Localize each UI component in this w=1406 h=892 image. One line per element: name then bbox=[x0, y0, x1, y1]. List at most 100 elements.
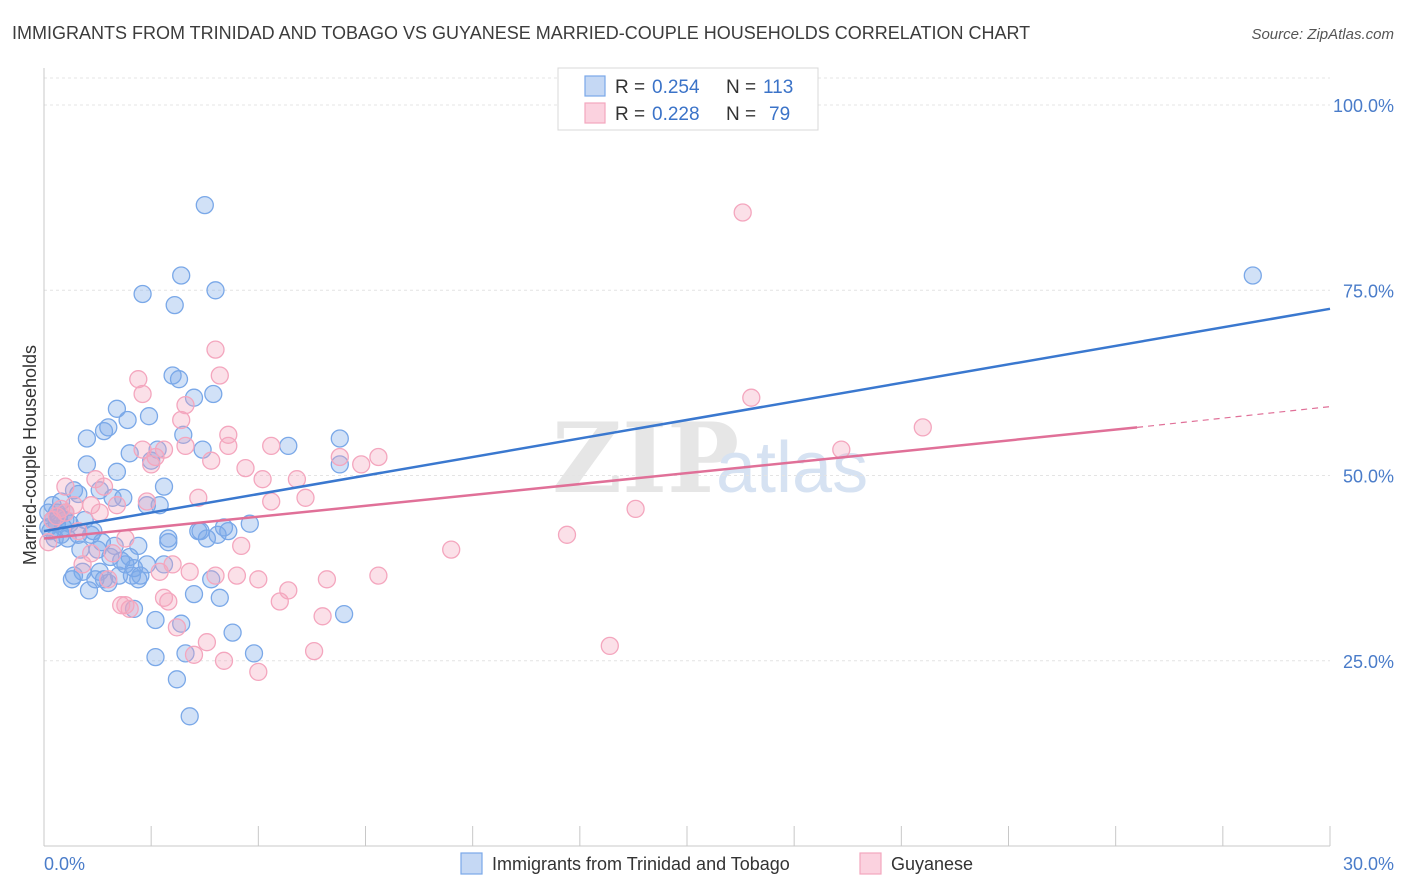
y-tick-label: 25.0% bbox=[1343, 652, 1394, 672]
watermark-zip: ZIP bbox=[552, 402, 739, 515]
point-guyanese bbox=[184, 645, 204, 664]
x-ticks bbox=[43, 826, 1331, 846]
point-trinidad-tobago bbox=[146, 610, 165, 630]
x-tick-label-min: 0.0% bbox=[44, 854, 85, 874]
point-guyanese bbox=[733, 203, 752, 222]
point-guyanese bbox=[167, 618, 187, 637]
point-trinidad-tobago bbox=[334, 604, 354, 624]
legend-r-value-1: 0.254 bbox=[652, 77, 700, 98]
point-guyanese bbox=[352, 455, 371, 474]
point-trinidad-tobago bbox=[167, 670, 187, 689]
x-tick-label-max: 30.0% bbox=[1343, 854, 1394, 874]
legend-n-value-2: 79 bbox=[769, 104, 790, 125]
point-guyanese bbox=[163, 555, 182, 574]
legend-r-label-2: R = bbox=[615, 104, 645, 125]
point-guyanese bbox=[279, 581, 298, 600]
point-trinidad-tobago bbox=[79, 581, 99, 600]
point-trinidad-tobago bbox=[109, 566, 129, 585]
point-guyanese bbox=[442, 540, 461, 559]
point-guyanese bbox=[120, 599, 139, 619]
legend-n-value-1: 113 bbox=[763, 77, 793, 98]
point-guyanese bbox=[262, 492, 281, 511]
point-guyanese bbox=[304, 641, 324, 661]
legend-swatch-pink bbox=[584, 102, 606, 124]
point-trinidad-tobago bbox=[208, 525, 227, 544]
point-trinidad-tobago bbox=[131, 566, 150, 585]
point-guyanese bbox=[330, 447, 349, 467]
point-guyanese bbox=[64, 496, 84, 515]
chart-title: IMMIGRANTS FROM TRINIDAD AND TOBAGO VS G… bbox=[12, 23, 1030, 43]
point-trinidad-tobago bbox=[154, 477, 174, 496]
point-guyanese bbox=[369, 447, 388, 467]
series-legend-swatch-2 bbox=[859, 852, 882, 875]
point-guyanese bbox=[99, 570, 118, 589]
series-legend-label-2: Guyanese bbox=[891, 854, 973, 874]
point-trinidad-tobago bbox=[133, 284, 152, 304]
point-guyanese bbox=[313, 607, 332, 626]
trend-line-guyanese bbox=[43, 426, 1138, 540]
point-guyanese bbox=[206, 566, 225, 585]
point-guyanese bbox=[214, 651, 234, 670]
point-trinidad-tobago bbox=[210, 588, 229, 607]
point-trinidad-tobago bbox=[223, 623, 242, 642]
point-trinidad-tobago bbox=[206, 281, 225, 300]
point-trinidad-tobago bbox=[107, 462, 127, 481]
point-trinidad-tobago bbox=[107, 399, 127, 418]
trend-line-trinidad-tobago bbox=[43, 307, 1331, 533]
point-trinidad-tobago bbox=[240, 514, 259, 533]
data-points bbox=[39, 195, 1262, 726]
point-guyanese bbox=[249, 662, 268, 682]
point-trinidad-tobago bbox=[197, 529, 217, 548]
point-guyanese bbox=[116, 529, 135, 548]
point-guyanese bbox=[176, 395, 195, 415]
point-guyanese bbox=[317, 570, 337, 589]
legend-n-label-2: N = bbox=[726, 104, 756, 125]
legend-r-label-1: R = bbox=[615, 77, 645, 98]
point-guyanese bbox=[172, 410, 191, 430]
series-legend: Immigrants from Trinidad and Tobago Guya… bbox=[460, 852, 973, 875]
point-guyanese bbox=[90, 503, 109, 522]
point-trinidad-tobago bbox=[139, 407, 159, 426]
point-guyanese bbox=[197, 633, 217, 652]
point-guyanese bbox=[133, 384, 152, 404]
point-guyanese bbox=[913, 418, 932, 437]
point-guyanese bbox=[159, 592, 178, 611]
point-guyanese bbox=[600, 636, 619, 656]
point-trinidad-tobago bbox=[146, 647, 165, 667]
point-trinidad-tobago bbox=[99, 418, 118, 437]
legend-r-value-2: 0.228 bbox=[652, 104, 700, 125]
point-guyanese bbox=[94, 477, 114, 496]
point-trinidad-tobago bbox=[58, 529, 77, 548]
point-guyanese bbox=[232, 536, 251, 556]
legend-n-label-1: N = bbox=[726, 77, 756, 98]
point-trinidad-tobago bbox=[219, 521, 238, 541]
point-trinidad-tobago bbox=[244, 644, 264, 663]
point-guyanese bbox=[129, 370, 148, 389]
point-guyanese bbox=[742, 388, 761, 407]
point-guyanese bbox=[236, 458, 255, 478]
point-trinidad-tobago bbox=[77, 455, 97, 474]
point-guyanese bbox=[206, 340, 225, 359]
point-trinidad-tobago bbox=[184, 584, 204, 604]
point-trinidad-tobago bbox=[114, 488, 133, 507]
y-tick-label: 50.0% bbox=[1343, 467, 1394, 487]
legend-swatch-blue bbox=[584, 75, 606, 97]
y-tick-labels: 25.0% 50.0% 75.0% 100.0% bbox=[1333, 96, 1394, 672]
point-guyanese bbox=[253, 470, 272, 489]
point-guyanese bbox=[154, 440, 174, 459]
point-guyanese bbox=[249, 570, 268, 589]
y-axis-label: Married-couple Households bbox=[20, 345, 40, 565]
point-guyanese bbox=[227, 566, 247, 585]
point-guyanese bbox=[103, 544, 122, 563]
point-guyanese bbox=[210, 366, 229, 385]
trend-lines bbox=[43, 307, 1331, 540]
point-guyanese bbox=[262, 436, 281, 456]
point-trinidad-tobago bbox=[1243, 266, 1262, 285]
point-trinidad-tobago bbox=[204, 384, 223, 404]
point-guyanese bbox=[202, 451, 221, 470]
y-tick-label: 75.0% bbox=[1343, 281, 1394, 301]
point-trinidad-tobago bbox=[165, 295, 184, 315]
point-trinidad-tobago bbox=[159, 533, 178, 552]
trend-line-guyanese-extension bbox=[1137, 406, 1331, 428]
